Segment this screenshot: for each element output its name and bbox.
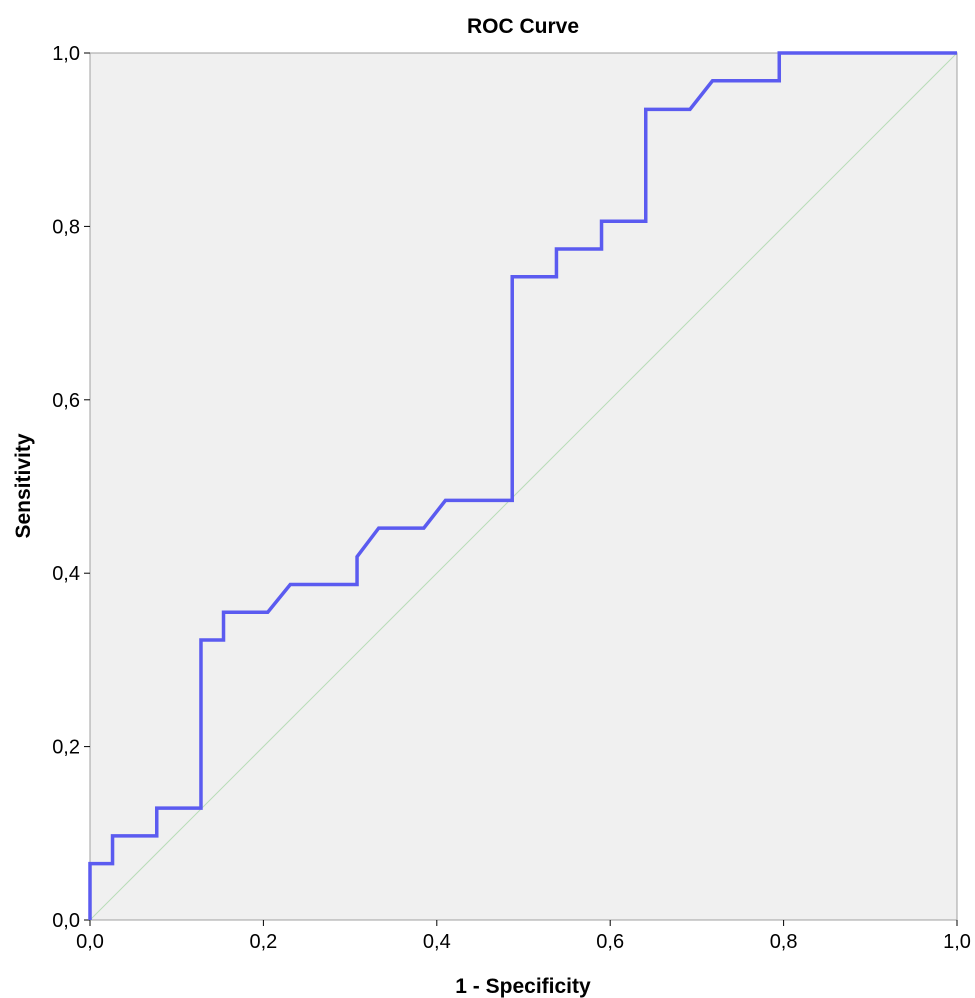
x-tick-label: 0,6: [596, 931, 624, 953]
reference-diagonal-line: [89, 52, 958, 921]
x-tick-label: 0,0: [76, 931, 104, 953]
x-tick-label: 0,4: [423, 931, 451, 953]
chart-title: ROC Curve: [467, 15, 579, 38]
series-layer: [88, 51, 958, 921]
y-tick-label: 0,2: [52, 737, 80, 759]
x-tick-label: 0,8: [770, 931, 798, 953]
y-tick-label: 0,8: [52, 216, 80, 238]
y-tick-label: 1,0: [52, 43, 80, 65]
y-tick-label: 0,0: [52, 910, 80, 932]
y-tick-label: 0,6: [52, 390, 80, 412]
y-axis-label: Sensitivity: [12, 433, 35, 538]
ticks-layer: 0,0 0,2 0,4 0,6 0,8 1,0 0,0 0,2 0,4 0,6 0,8 1,0: [52, 43, 971, 953]
x-tick-label: 0,2: [249, 931, 277, 953]
x-axis-label: 1 - Specificity: [455, 975, 591, 998]
y-tick-label: 0,4: [52, 563, 80, 585]
x-tick-label: 1,0: [943, 931, 971, 953]
roc-curve-line: [88, 51, 957, 920]
